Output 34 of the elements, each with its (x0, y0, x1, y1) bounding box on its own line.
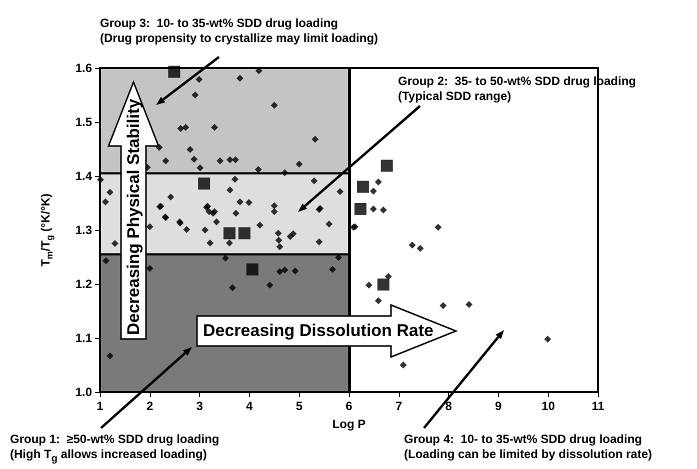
point (380, 160, 393, 172)
y-tick-label: 1.0 (75, 385, 92, 399)
text: Group 1: ≥50-wt% SDD drug loading (High T$_{g}$ allows increased loading) (10, 432, 220, 466)
y-tick-label: 1.3 (75, 223, 92, 237)
text: Group 3: 10- to 35-wt% SDD drug loading (Drug propensity to crystallize may limit loading) (100, 16, 378, 46)
annotation: Decreasing Physical Stability (124, 98, 144, 335)
y-axis-title: Tm/Tg (°K/°K) (38, 193, 54, 267)
x-tick-label: 2 (146, 399, 154, 413)
x-tick-label: 5 (296, 399, 303, 413)
x-axis-title: Log P (332, 417, 366, 431)
x-tick-label: 9 (495, 399, 502, 413)
y-tick-label: 1.1 (75, 331, 92, 345)
point (198, 178, 210, 190)
x-tick-label: 4 (246, 399, 254, 413)
text: Group 4: 10- to 35-wt% SDD drug loading (Loading can be limited by dissolution rate) (404, 432, 652, 462)
point (238, 227, 250, 240)
x-tick-label: 7 (395, 399, 402, 413)
y-tick-label: 1.5 (75, 115, 92, 129)
x-tick-label: 3 (196, 399, 204, 413)
point (377, 278, 390, 291)
x-tick-label: 11 (592, 399, 605, 413)
point (223, 227, 236, 240)
point (246, 263, 258, 276)
x-tick-label: 10 (542, 399, 556, 413)
x-tick-label: 1 (96, 399, 104, 413)
point (354, 202, 366, 215)
annotation: Decreasing Dissolution Rate (203, 321, 434, 341)
y-tick-label: 1.4 (75, 169, 92, 183)
x-tick-label: 8 (445, 399, 452, 413)
point (356, 180, 369, 193)
y-tick-label: 1.2 (75, 277, 92, 291)
point (168, 66, 180, 78)
y-tick-label: 1.6 (75, 61, 92, 75)
x-tick-label: 6 (346, 399, 353, 413)
